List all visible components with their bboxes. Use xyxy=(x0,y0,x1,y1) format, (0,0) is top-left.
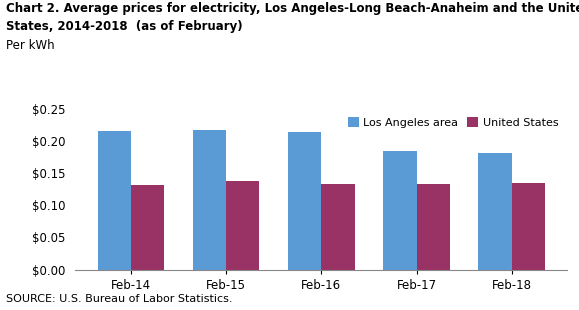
Bar xyxy=(131,184,164,270)
Bar xyxy=(383,151,416,270)
Bar xyxy=(98,131,131,270)
Legend: Los Angeles area, United States: Los Angeles area, United States xyxy=(345,114,562,131)
Bar xyxy=(193,130,226,270)
Text: Per kWh: Per kWh xyxy=(6,39,54,52)
Text: States, 2014-2018  (as of February): States, 2014-2018 (as of February) xyxy=(6,20,243,33)
Bar xyxy=(512,183,545,270)
Bar xyxy=(416,184,450,270)
Bar xyxy=(321,184,355,270)
Bar xyxy=(226,181,259,270)
Text: Chart 2. Average prices for electricity, Los Angeles-Long Beach-Anaheim and the : Chart 2. Average prices for electricity,… xyxy=(6,2,579,15)
Bar xyxy=(288,132,321,270)
Bar xyxy=(478,153,512,270)
Text: SOURCE: U.S. Bureau of Labor Statistics.: SOURCE: U.S. Bureau of Labor Statistics. xyxy=(6,294,232,304)
